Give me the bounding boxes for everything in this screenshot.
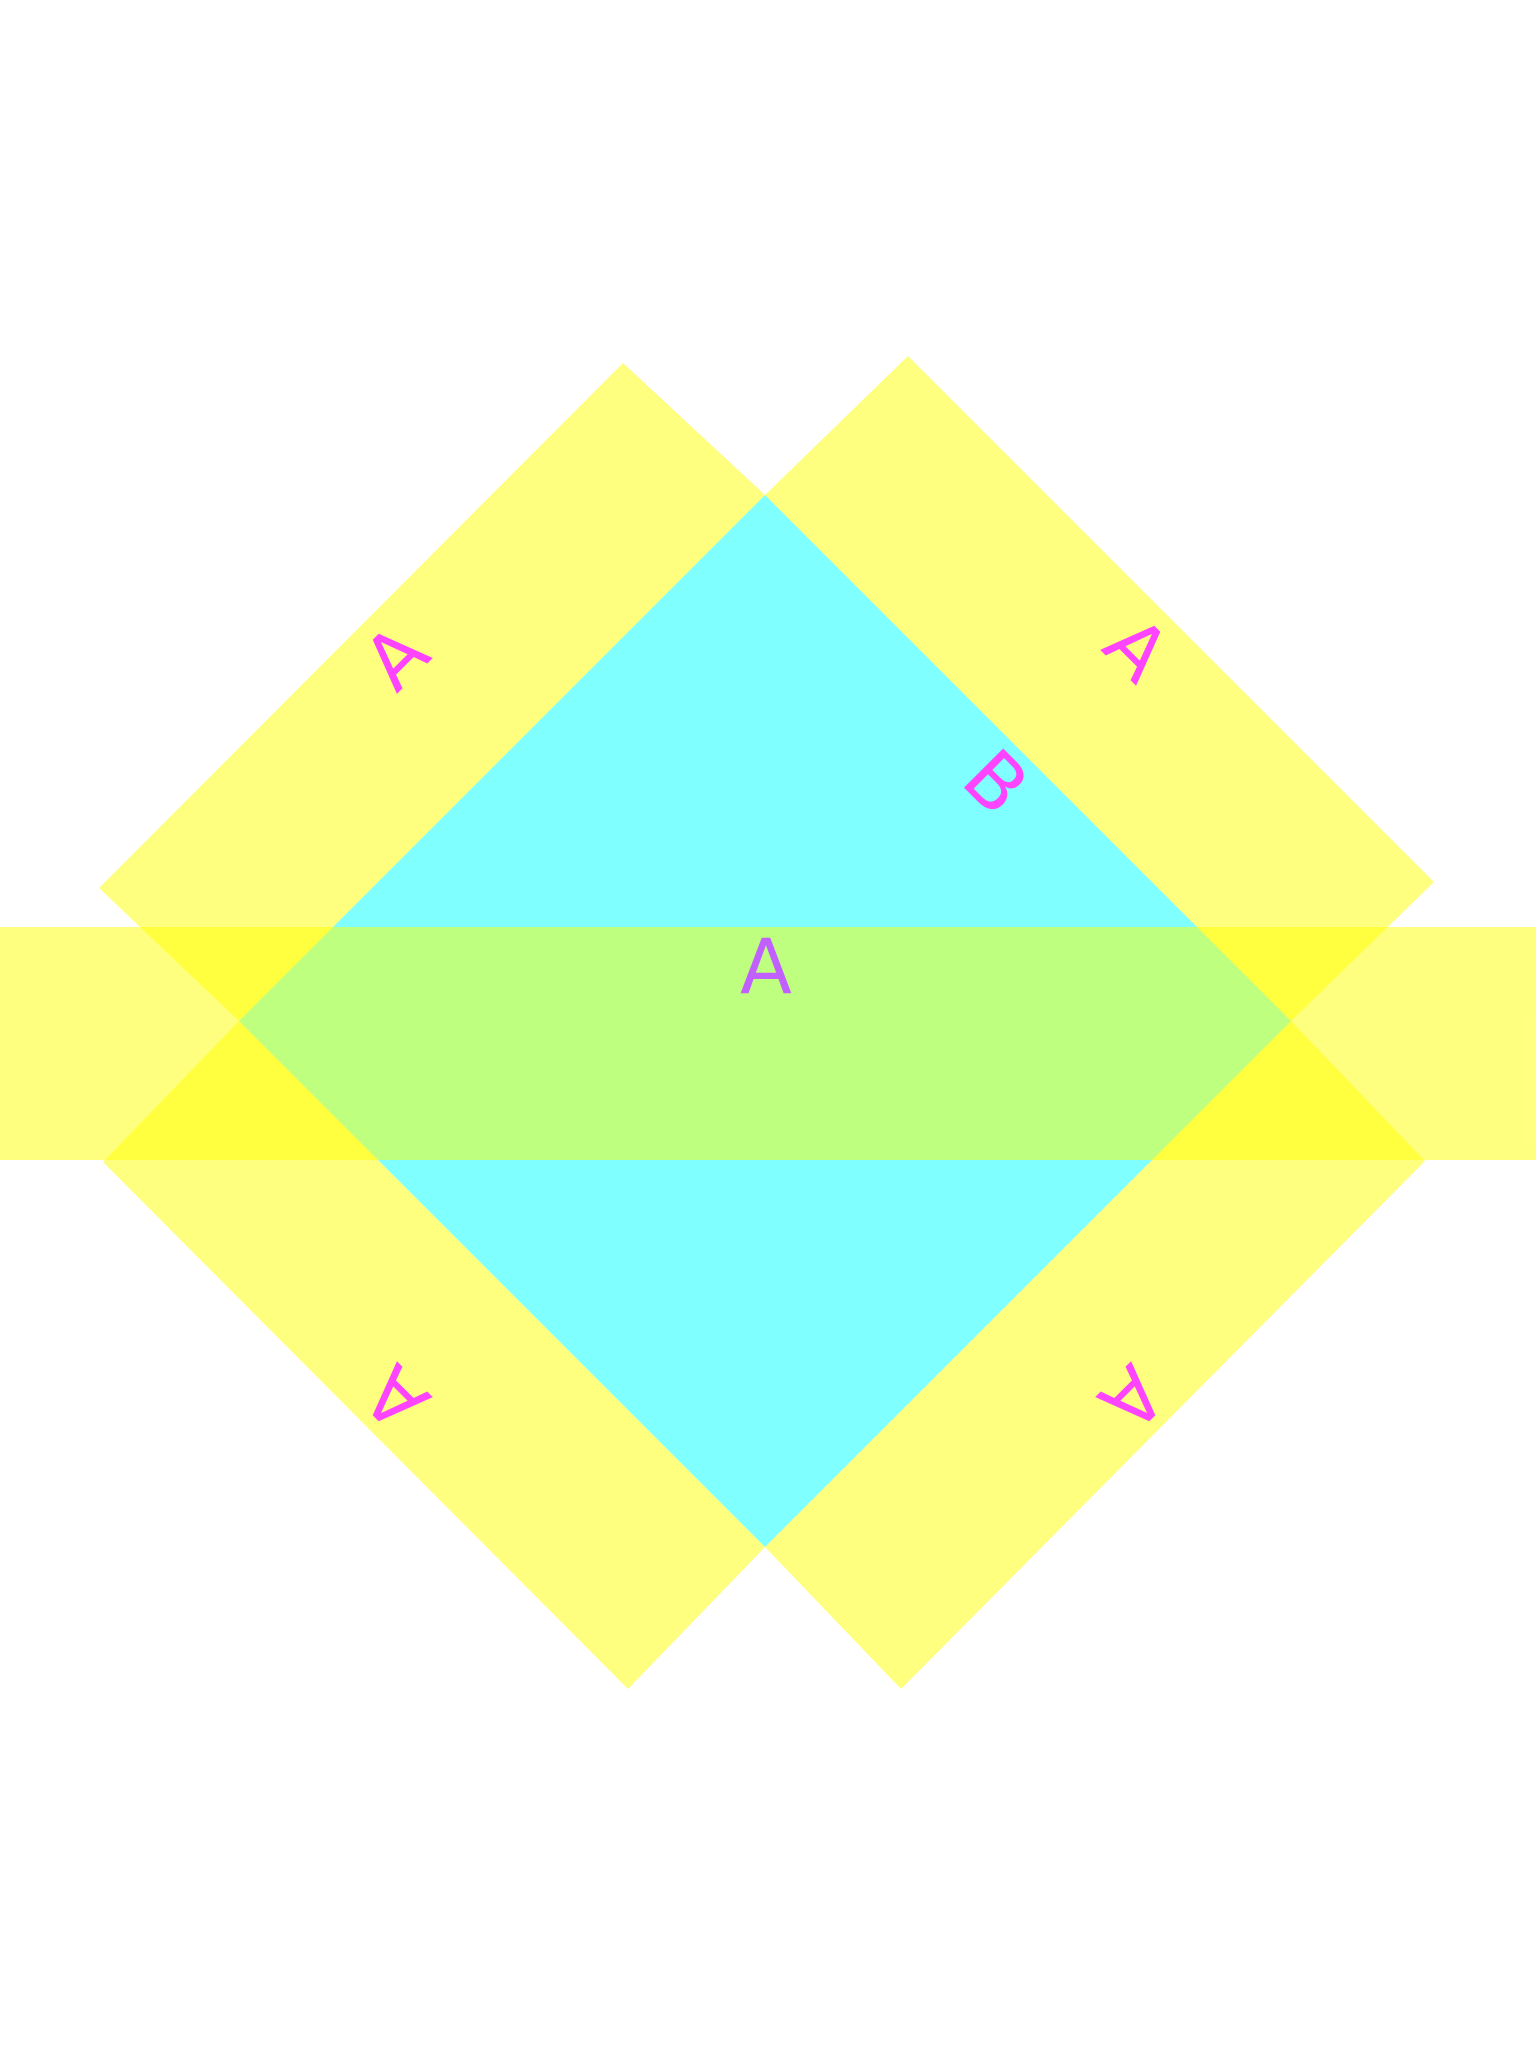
upper-right-strip — [765, 356, 1434, 1021]
horizontal-band — [0, 927, 1536, 1160]
lower-right-strip — [765, 1021, 1425, 1689]
upper-left-strip — [99, 363, 765, 1021]
lower-left-strip — [103, 1021, 765, 1689]
label-horizontal-band: A — [740, 922, 792, 1011]
